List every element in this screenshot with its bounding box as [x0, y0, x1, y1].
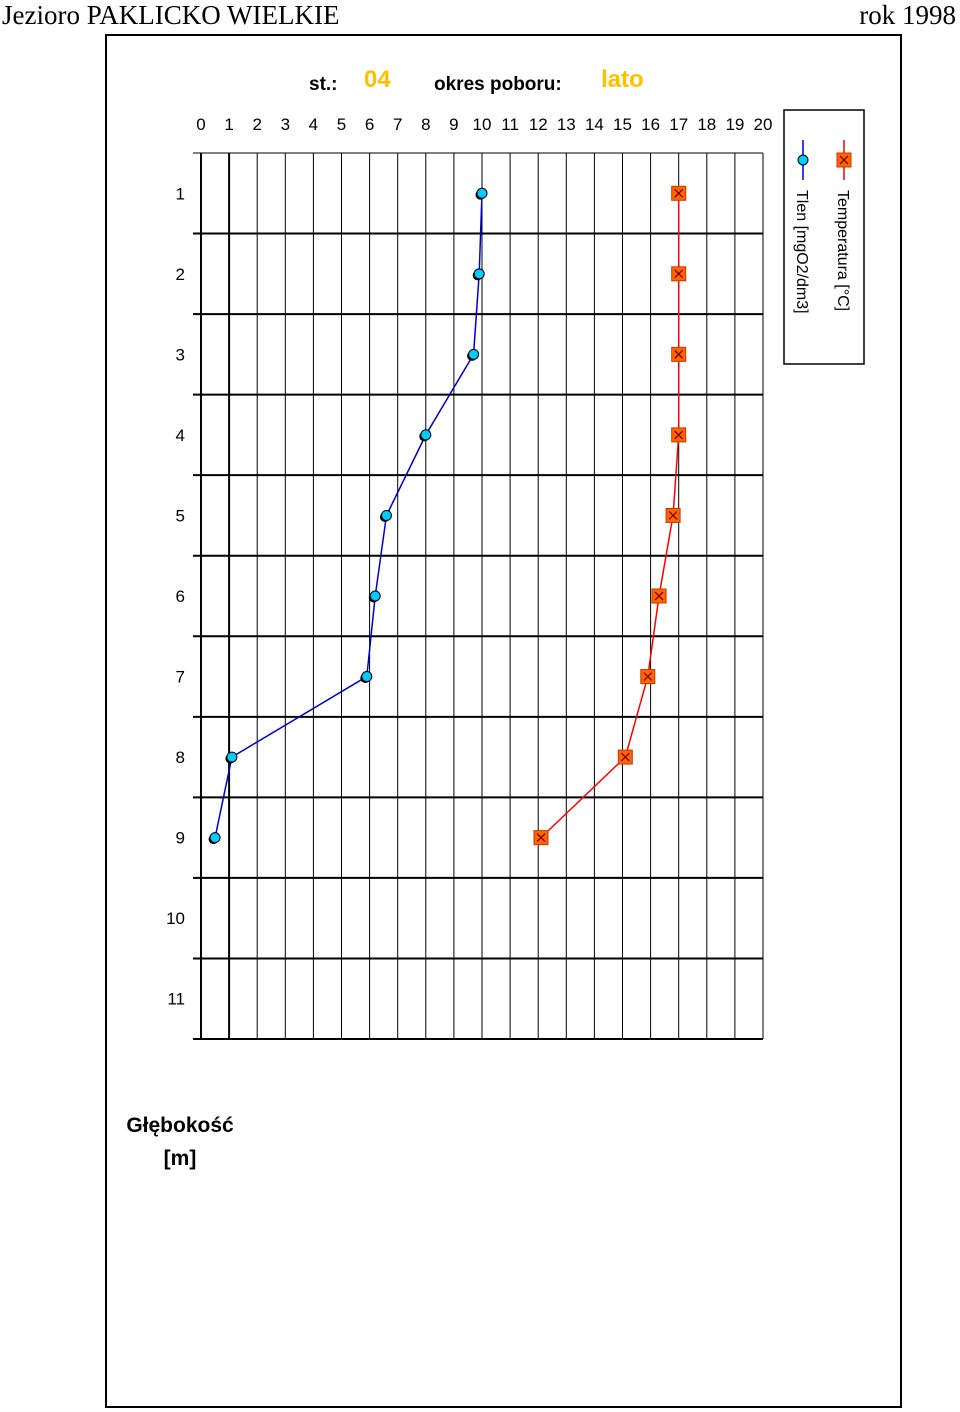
- legend-label-oxygen: Tlen [mgO2/dm3]: [793, 190, 810, 314]
- x-tick-label: 3: [281, 115, 290, 134]
- period-value: lato: [601, 66, 644, 93]
- y-tick-label: 2: [176, 265, 185, 284]
- temperature-point: [665, 507, 681, 523]
- x-tick-label: 7: [393, 115, 402, 134]
- temperature-series: [533, 185, 687, 846]
- y-tick-label: 3: [176, 345, 185, 364]
- x-tick-label: 0: [196, 115, 205, 134]
- legend-item-temperature: Temperatura [°C]: [834, 140, 852, 311]
- oxygen-point: [472, 268, 485, 281]
- x-tick-label: 4: [309, 115, 318, 134]
- temperature-point: [671, 266, 687, 282]
- chart-grid: [193, 152, 764, 1040]
- oxygen-point: [368, 590, 381, 603]
- x-tick-label: 19: [725, 115, 744, 134]
- oxygen-point: [208, 832, 221, 845]
- legend-label-temperature: Temperatura [°C]: [834, 190, 851, 311]
- oxygen-point: [475, 187, 488, 200]
- temperature-line: [540, 193, 680, 839]
- y-axis-ticks: 1 2 3 4 5 6 7 8 9 10 11: [166, 184, 185, 1008]
- oxygen-point: [419, 429, 432, 442]
- y-tick-label: 10: [166, 909, 185, 928]
- x-tick-label: 10: [473, 115, 492, 134]
- x-tick-label: 1: [224, 115, 233, 134]
- temperature-point: [671, 346, 687, 362]
- y-tick-label: 8: [176, 748, 185, 767]
- x-tick-label: 13: [557, 115, 576, 134]
- x-tick-label: 9: [449, 115, 458, 134]
- x-tick-label: 18: [697, 115, 716, 134]
- y-tick-label: 4: [176, 426, 185, 445]
- oxygen-series: [208, 187, 488, 845]
- x-tick-label: 8: [421, 115, 430, 134]
- x-tick-label: 2: [252, 115, 261, 134]
- x-tick-label: 20: [754, 115, 773, 134]
- x-tick-label: 16: [641, 115, 660, 134]
- y-tick-label: 5: [176, 506, 185, 525]
- oxygen-line: [214, 193, 483, 838]
- y-tick-label: 9: [176, 829, 185, 848]
- y-axis-label-line2: [m]: [164, 1147, 197, 1170]
- x-axis-ticks: 0 1 2 3 4 5 6 7 8 9 10 11 12 13 14 15 16 17 18 19 20: [196, 115, 772, 134]
- oxygen-point: [379, 509, 392, 522]
- x-tick-label: 12: [529, 115, 548, 134]
- document-title: Jezioro PAKLICKO WIELKIE: [2, 0, 340, 30]
- temperature-point: [671, 185, 687, 201]
- station-label: st.:: [309, 74, 338, 95]
- period-label: okres poboru:: [434, 74, 562, 95]
- y-tick-label: 11: [167, 990, 185, 1009]
- temperature-point: [617, 749, 633, 765]
- legend-marker-oxygen: [797, 154, 809, 166]
- temperature-point: [651, 588, 667, 604]
- oxygen-point: [467, 348, 480, 361]
- legend: Temperatura [°C] Tlen [mgO2/dm3]: [783, 109, 865, 365]
- y-tick-label: 1: [176, 184, 185, 203]
- temperature-point: [671, 427, 687, 443]
- x-tick-label: 6: [365, 115, 374, 134]
- legend-box: [783, 109, 865, 365]
- y-tick-label: 6: [176, 587, 185, 606]
- oxygen-point: [225, 751, 238, 764]
- y-axis-label-line1: Głębokość: [126, 1114, 234, 1137]
- document-year: rok 1998: [859, 0, 956, 30]
- oxygen-point: [360, 671, 373, 684]
- series-layer: [208, 185, 687, 846]
- x-tick-label: 17: [669, 115, 688, 134]
- temperature-point: [640, 669, 656, 685]
- chart-frame: st.: 04 okres poboru: lato 0 1 2 3 4 5 6 7 8 9 10 1…: [105, 34, 902, 1408]
- x-tick-label: 14: [585, 115, 604, 134]
- temperature-point: [533, 830, 549, 846]
- x-tick-label: 5: [337, 115, 346, 134]
- legend-item-oxygen: Tlen [mgO2/dm3]: [793, 140, 810, 314]
- x-tick-label: 15: [613, 115, 632, 134]
- depth-profile-chart: st.: 04 okres poboru: lato 0 1 2 3 4 5 6 7 8 9 10 1…: [126, 66, 865, 1170]
- y-tick-label: 7: [176, 668, 185, 687]
- station-value: 04: [364, 66, 391, 93]
- x-tick-label: 11: [501, 115, 519, 134]
